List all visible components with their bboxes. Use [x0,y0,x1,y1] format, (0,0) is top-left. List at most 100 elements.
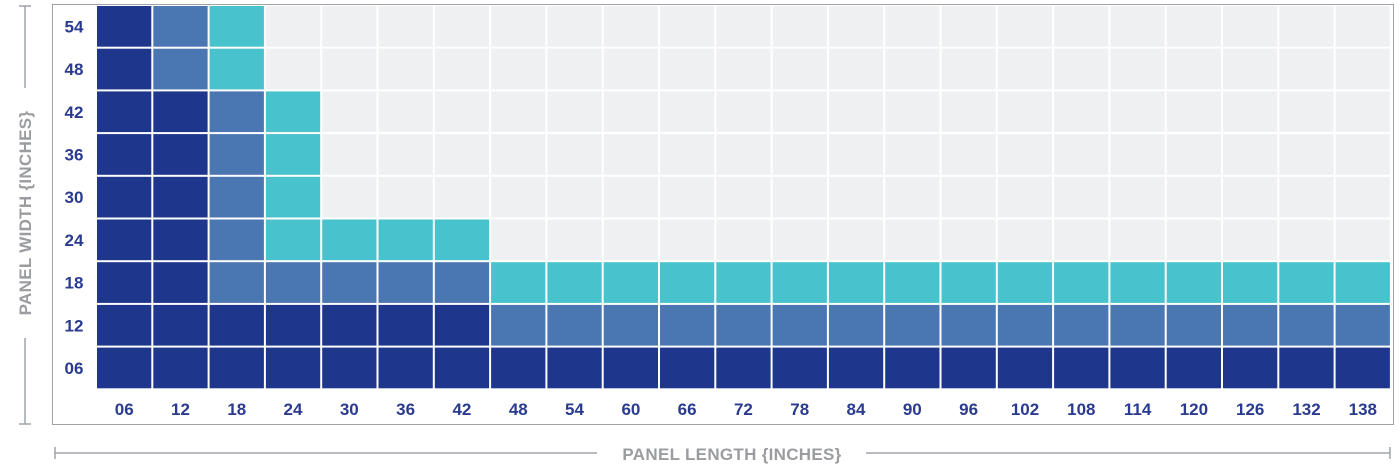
heatmap-cell [322,48,377,90]
heatmap-cell [1166,134,1221,175]
heatmap-cell [1279,48,1334,90]
heatmap-cell [322,304,377,346]
heatmap-cell [603,48,658,90]
heatmap-cell [1279,219,1334,261]
heatmap-cell [716,347,771,389]
heatmap-cell [265,48,321,90]
heatmap-cell [434,6,490,47]
heatmap-cell [1054,176,1109,218]
heatmap-cell [997,91,1053,133]
y-tick-label: 54 [65,17,84,36]
heatmap-cell [378,6,433,47]
heatmap-cell [547,262,602,303]
heatmap-cell [322,176,377,218]
heatmap-cell [997,176,1053,218]
heatmap-cell [1110,347,1165,389]
heatmap-cell [603,6,658,47]
heatmap-cell [941,134,996,175]
heatmap-cell [660,262,715,303]
heatmap-cell [772,6,827,47]
heatmap-cell [434,347,490,389]
heatmap-cell [885,219,940,261]
heatmap-cell [885,91,940,133]
heatmap-cell [1335,347,1390,389]
heatmap-cell [828,304,884,346]
heatmap-cell [1110,262,1165,303]
heatmap-cell [434,48,490,90]
heatmap-cell [1054,304,1109,346]
heatmap-cell [885,6,940,47]
x-tick-label: 120 [1180,400,1208,419]
x-tick-label: 84 [847,400,866,419]
x-axis-title: PANEL LENGTH {INCHES} [622,445,841,464]
heatmap-cell [1279,176,1334,218]
heatmap-cell [1166,48,1221,90]
heatmap-cell [941,219,996,261]
heatmap-cell [941,304,996,346]
heatmap-cell [997,134,1053,175]
heatmap-cell [153,262,208,303]
heatmap-cell [997,304,1053,346]
y-tick-labels: 54 48 42 36 30 24 18 12 06 [65,17,84,378]
heatmap-cell [97,347,152,389]
heatmap-cell [153,176,208,218]
heatmap-cell [1223,347,1278,389]
heatmap-cell [1110,91,1165,133]
heatmap-cell [378,91,433,133]
heatmap-cell [997,6,1053,47]
y-tick-label: 42 [65,103,84,122]
heatmap-cell [716,176,771,218]
heatmap-cell [153,347,208,389]
heatmap-cell [97,262,152,303]
heatmap-cell [941,91,996,133]
heatmap-cell [322,262,377,303]
heatmap-cell [547,6,602,47]
heatmap-cell [1166,176,1221,218]
x-tick-labels: 06 12 18 24 30 36 42 48 54 60 66 72 78 84 90 96 102 108 11… [115,400,1377,419]
heatmap-cell [209,219,264,261]
heatmap-cell [491,219,546,261]
heatmap-cell [153,91,208,133]
heatmap-cell [716,262,771,303]
heatmap-cell [209,91,264,133]
heatmap-cell [265,262,321,303]
y-axis-title: PANEL WIDTH {INCHES} [16,111,35,316]
x-tick-label: 78 [790,400,809,419]
y-tick-label: 48 [65,60,84,79]
heatmap-cell [1335,91,1390,133]
heatmap-cell [1054,134,1109,175]
heatmap-cell [1054,6,1109,47]
heatmap-cell [1223,219,1278,261]
heatmap-cell [1054,91,1109,133]
heatmap-cell [1335,262,1390,303]
x-tick-label: 96 [959,400,978,419]
heatmap-cell [491,347,546,389]
heatmap-cell [1054,347,1109,389]
heatmap-cell [209,347,264,389]
heatmap-cell [772,304,827,346]
heatmap-cell [603,91,658,133]
x-tick-label: 24 [284,400,303,419]
heatmap-cell [885,48,940,90]
heatmap-cell [1166,304,1221,346]
x-tick-label: 66 [678,400,697,419]
heatmap-cell [1223,304,1278,346]
heatmap-cell [322,91,377,133]
x-tick-label: 54 [565,400,584,419]
heatmap-cell [1223,48,1278,90]
heatmap-cell [1110,6,1165,47]
heatmap-cell [265,134,321,175]
heatmap-cell [153,134,208,175]
x-tick-label: 114 [1124,400,1152,419]
heatmap-cell [97,304,152,346]
heatmap-cell [772,134,827,175]
heatmap-cell [772,262,827,303]
heatmap-cell [434,91,490,133]
heatmap-cell [1166,91,1221,133]
heatmap-cell [434,176,490,218]
x-tick-label: 102 [1011,400,1039,419]
heatmap-cell [547,304,602,346]
heatmap-cell [603,134,658,175]
x-tick-label: 36 [396,400,415,419]
heatmap-cell [1166,262,1221,303]
